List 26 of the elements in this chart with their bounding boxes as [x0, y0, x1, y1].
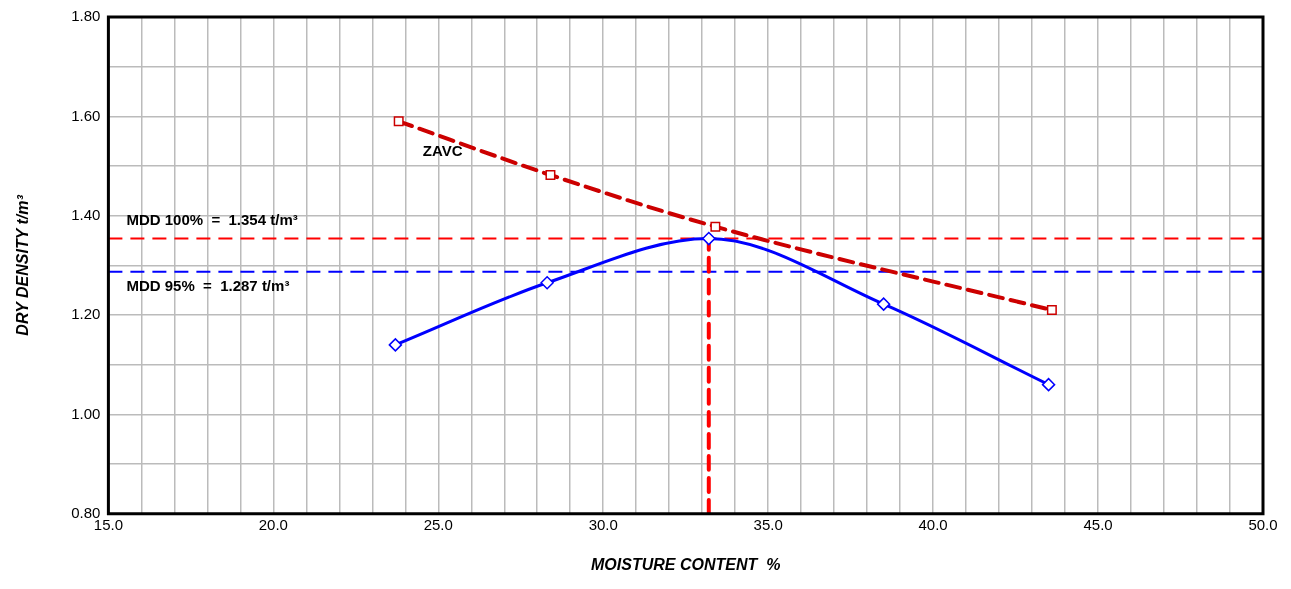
- x-tick-label: 45.0: [1083, 515, 1113, 533]
- x-tick-label: 30.0: [588, 515, 618, 533]
- y-tick-label: 1.40: [71, 205, 101, 223]
- x-tick-label: 25.0: [423, 515, 453, 533]
- point: [1046, 305, 1057, 316]
- x-tick-label: 50.0: [1248, 515, 1278, 533]
- x-tick-label: 40.0: [918, 515, 948, 533]
- point: [1041, 377, 1056, 392]
- ref-line-label: MDD 95% = 1.287 t/m³: [126, 277, 290, 295]
- y-tick-label: 1.00: [71, 404, 101, 422]
- y-tick-label: 1.60: [71, 106, 101, 124]
- x-tick-label: 35.0: [753, 515, 783, 533]
- ref-line-label: MDD 100% = 1.354 t/m³: [126, 211, 298, 229]
- point: [393, 116, 404, 127]
- point: [388, 338, 403, 352]
- point: [702, 231, 716, 246]
- series-label: ZAVC: [422, 142, 463, 160]
- y-tick-label: 1.20: [71, 305, 101, 323]
- point: [540, 276, 554, 290]
- point: [710, 221, 721, 232]
- x-axis-title: MOISTURE CONTENT %: [591, 555, 781, 573]
- point: [876, 297, 891, 311]
- point: [545, 169, 556, 180]
- y-tick-label: 1.80: [71, 7, 101, 25]
- x-tick-label: 20.0: [258, 515, 288, 533]
- y-axis-title: DRY DENSITY t/m³: [14, 194, 32, 336]
